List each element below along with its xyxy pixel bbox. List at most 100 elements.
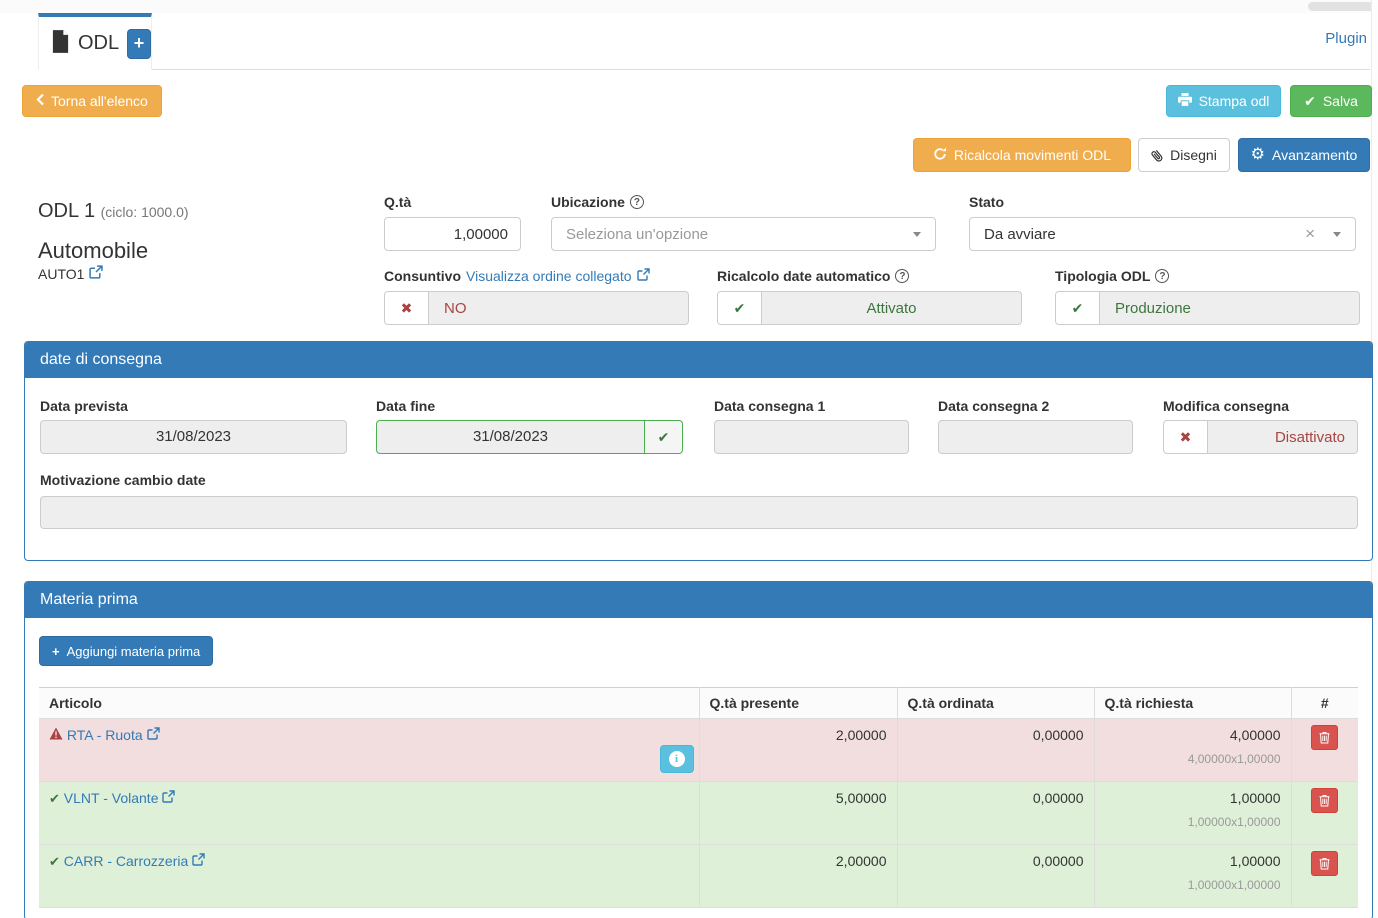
check-icon: ✔ xyxy=(49,791,60,806)
top-scrollbar-thumb[interactable] xyxy=(1308,2,1378,11)
recalc-movements-button[interactable]: Ricalcola movimenti ODL xyxy=(913,138,1131,172)
order-number: ODL 1 xyxy=(38,200,96,222)
status-select[interactable]: Da avviare × xyxy=(969,217,1356,251)
tab-odl[interactable]: ODL + xyxy=(38,13,152,70)
qty-required-value: 4,00000 xyxy=(1229,727,1281,743)
save-button[interactable]: ✔ Salva xyxy=(1290,85,1372,117)
add-odl-button[interactable]: + xyxy=(127,28,151,59)
check-icon: ✔ xyxy=(1055,291,1100,325)
drawings-label: Disegni xyxy=(1170,147,1217,163)
recalc-dates-label: Ricalcolo date automatico ? xyxy=(717,268,910,284)
qty-ordered-cell: 0,00000 xyxy=(897,781,1095,845)
external-link-icon xyxy=(192,853,205,869)
qty-ordered-cell: 0,00000 xyxy=(897,844,1095,908)
col-qty-present: Q.tà presente xyxy=(699,687,898,719)
qty-required-cell: 1,00000 1,00000x1,00000 xyxy=(1094,844,1292,908)
qty-present-cell: 2,00000 xyxy=(699,718,898,782)
table-row: ✔ RTA - Ruota i 2,00000 0,00000 4,00000 … xyxy=(39,718,1358,782)
col-qty-required: Q.tà richiesta xyxy=(1094,687,1292,719)
tabbar-divider xyxy=(152,69,1370,70)
progress-button[interactable]: ⚙ Avanzamento xyxy=(1238,138,1370,172)
qty-required-cell: 4,00000 4,00000x1,00000 xyxy=(1094,718,1292,782)
top-scrollbar-track[interactable] xyxy=(0,0,1378,13)
location-select[interactable]: Seleziona un'opzione xyxy=(551,217,936,251)
add-material-button[interactable]: + Aggiungi materia prima xyxy=(39,636,214,666)
order-cycle: (ciclo: 1000.0) xyxy=(100,204,189,220)
info-button[interactable]: i xyxy=(659,745,694,773)
delivery-date-1-input[interactable] xyxy=(714,420,909,454)
qty-ordered-cell: 0,00000 xyxy=(897,718,1095,782)
col-actions: # xyxy=(1291,687,1358,719)
table-row: ✔ CARR - Carrozzeria i 2,00000 0,00000 1… xyxy=(39,844,1358,908)
qty-input[interactable] xyxy=(384,217,521,251)
change-reason-input[interactable] xyxy=(40,496,1358,529)
materials-panel-title: Materia prima xyxy=(25,582,1372,618)
recalc-dates-toggle[interactable]: ✔ Attivato xyxy=(717,291,1022,325)
print-odl-button[interactable]: Stampa odl xyxy=(1166,85,1281,117)
table-row: ✔ VLNT - Volante i 5,00000 0,00000 1,000… xyxy=(39,781,1358,845)
plugin-link[interactable]: Plugin xyxy=(1325,30,1367,47)
consuntivo-label-text: Consuntivo xyxy=(384,268,461,284)
consuntivo-value: NO xyxy=(429,291,689,325)
caret-down-icon xyxy=(1333,231,1341,237)
check-icon: ✔ xyxy=(49,854,60,869)
external-link-icon xyxy=(89,265,104,282)
end-date-input[interactable]: 31/08/2023 xyxy=(376,420,645,454)
article-link[interactable]: VLNT - Volante xyxy=(63,790,159,806)
caret-down-icon xyxy=(913,231,921,237)
delivery-change-toggle[interactable]: ✖ Disattivato xyxy=(1163,420,1358,454)
article-link[interactable]: RTA - Ruota xyxy=(66,727,143,743)
qty-required-detail: 1,00000x1,00000 xyxy=(1187,878,1281,892)
qty-present-cell: 2,00000 xyxy=(699,844,898,908)
delete-row-button[interactable] xyxy=(1311,788,1339,813)
delivery-date-1-label: Data consegna 1 xyxy=(714,398,826,414)
chevron-left-icon xyxy=(36,93,44,109)
qty-required-value: 1,00000 xyxy=(1229,790,1281,806)
location-placeholder: Seleziona un'opzione xyxy=(566,225,709,243)
printer-icon xyxy=(1177,92,1192,110)
end-date-group: 31/08/2023 ✔ xyxy=(376,420,683,454)
cross-icon: ✖ xyxy=(384,291,429,325)
qty-label: Q.tà xyxy=(384,194,412,210)
linked-order-link[interactable]: Visualizza ordine collegato xyxy=(466,268,650,284)
save-label: Salva xyxy=(1322,93,1358,109)
materials-table: Articolo Q.tà presente Q.tà ordinata Q.t… xyxy=(39,687,1358,908)
article-link[interactable]: CARR - Carrozzeria xyxy=(63,853,189,869)
delivery-change-value: Disattivato xyxy=(1208,420,1358,454)
warning-icon xyxy=(49,727,67,743)
product-code-link[interactable]: AUTO1 xyxy=(38,265,104,282)
col-article: Articolo xyxy=(39,687,700,719)
question-circle-icon: ? xyxy=(629,195,644,209)
question-circle-icon: ? xyxy=(895,269,910,283)
tab-odl-label: ODL xyxy=(78,32,120,54)
delete-row-button[interactable] xyxy=(1311,851,1339,876)
external-link-icon xyxy=(162,790,176,806)
change-reason-label: Motivazione cambio date xyxy=(40,472,206,488)
odl-type-toggle[interactable]: ✔ Produzione xyxy=(1055,291,1360,325)
back-to-list-label: Torna all'elenco xyxy=(51,93,148,109)
dates-panel: date di consegna Data prevista 31/08/202… xyxy=(24,341,1373,561)
qty-required-value: 1,00000 xyxy=(1229,853,1281,869)
qty-required-detail: 1,00000x1,00000 xyxy=(1187,815,1281,829)
file-icon xyxy=(51,29,70,58)
odl-type-value: Produzione xyxy=(1100,291,1360,325)
consuntivo-label: Consuntivo Visualizza ordine collegato xyxy=(384,268,650,284)
delete-row-button[interactable] xyxy=(1311,725,1339,750)
paperclip-icon xyxy=(1148,145,1167,164)
drawings-button[interactable]: Disegni xyxy=(1138,138,1230,172)
question-circle-icon: ? xyxy=(1155,269,1170,283)
status-label: Stato xyxy=(969,194,1004,210)
recalc-movements-label: Ricalcola movimenti ODL xyxy=(953,147,1112,163)
qty-required-detail: 4,00000x1,00000 xyxy=(1187,752,1281,766)
delivery-date-2-input[interactable] xyxy=(938,420,1133,454)
status-value: Da avviare xyxy=(984,225,1056,243)
col-qty-ordered: Q.tà ordinata xyxy=(897,687,1095,719)
back-to-list-button[interactable]: Torna all'elenco xyxy=(22,85,162,117)
clear-x-icon[interactable]: × xyxy=(1305,224,1315,243)
print-odl-label: Stampa odl xyxy=(1198,93,1270,109)
expected-date-input[interactable]: 31/08/2023 xyxy=(40,420,347,454)
consuntivo-toggle[interactable]: ✖ NO xyxy=(384,291,689,325)
recalc-dates-label-text: Ricalcolo date automatico xyxy=(717,268,891,284)
odl-type-label-text: Tipologia ODL xyxy=(1055,268,1151,284)
